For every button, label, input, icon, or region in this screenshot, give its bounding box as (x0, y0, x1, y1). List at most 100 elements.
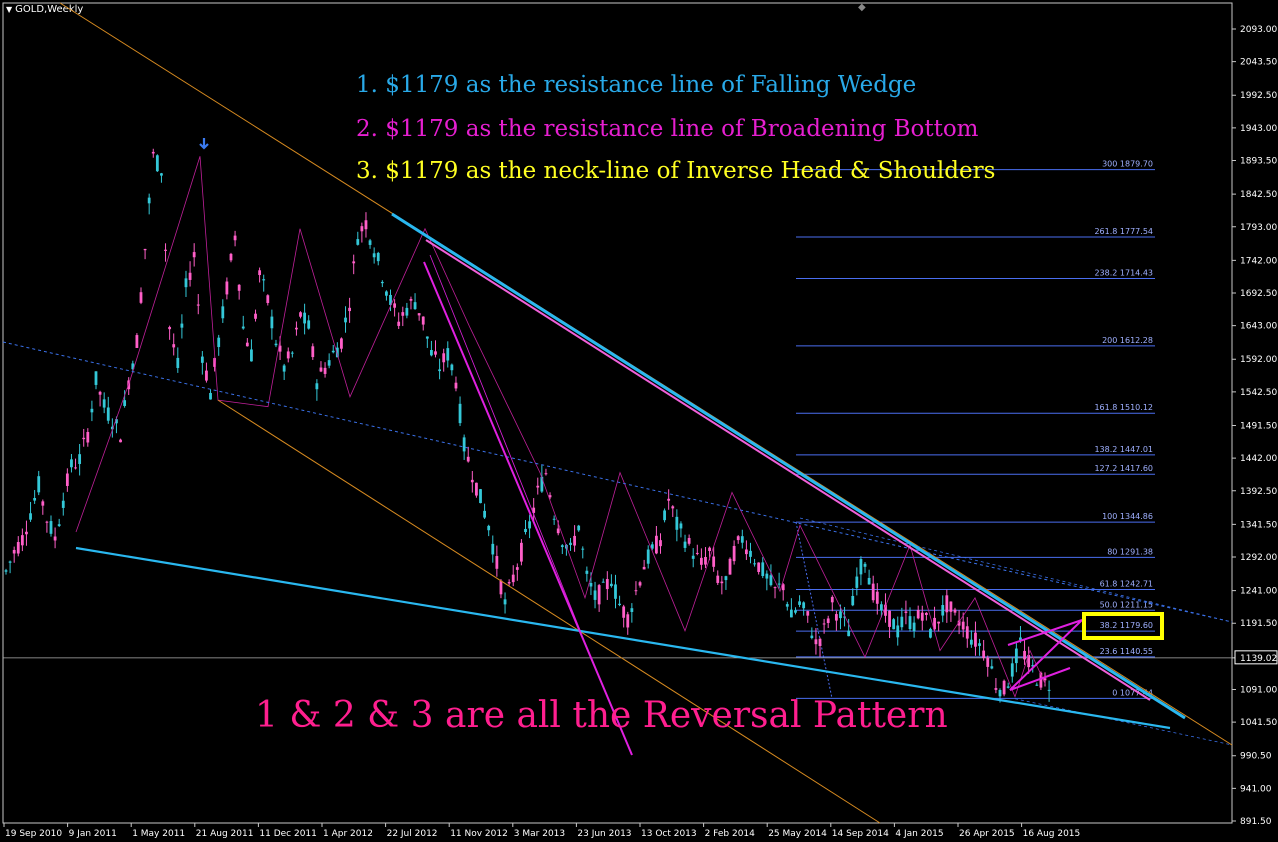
fib-level-label: 200 1612.28 (1102, 336, 1153, 345)
price-tick-label: 1742.00 (1240, 256, 1277, 266)
candle-body (663, 510, 666, 521)
candle-body (556, 528, 560, 534)
candle-body (749, 550, 752, 557)
candle-body (135, 335, 139, 348)
price-tick-label: 891.50 (1240, 817, 1272, 827)
broadening-resistance (425, 239, 1151, 701)
candle-body (139, 292, 143, 303)
candle-body (499, 580, 503, 595)
price-tick-label: 1292.00 (1240, 553, 1277, 563)
candle-body (884, 604, 887, 616)
candle-body (949, 601, 953, 612)
candle-body (834, 614, 838, 621)
candle-body (98, 391, 102, 395)
candle-body (924, 612, 928, 615)
fib-level-label: 300 1879.70 (1102, 160, 1153, 169)
fib-level-label: 0 1077.44 (1112, 688, 1153, 697)
candle-body (258, 270, 262, 276)
candle-body (839, 611, 842, 619)
annotation-falling-wedge: 1. $1179 as the resistance line of Falli… (356, 72, 917, 98)
candle-body (151, 151, 155, 154)
last-price-box (1234, 650, 1278, 665)
candle-body (4, 570, 8, 572)
symbol-text: GOLD,Weekly (15, 4, 84, 15)
candle-body (131, 363, 135, 370)
time-tick-label: 16 Aug 2015 (1023, 829, 1081, 839)
candle-body (761, 562, 765, 577)
falling-wedge-support (75, 546, 1171, 730)
candle-body (274, 343, 278, 346)
candle-body (425, 336, 429, 339)
price-tick-label: 1091.00 (1240, 685, 1277, 695)
annotation-broadening-bottom: 2. $1179 as the resistance line of Broad… (356, 116, 979, 142)
candle-body (859, 559, 863, 575)
candle-body (458, 403, 462, 424)
time-tick-label: 3 Mar 2013 (514, 829, 565, 839)
candle-body (147, 197, 151, 204)
fib-base-line (795, 522, 833, 699)
candle-body (295, 327, 298, 330)
candle-body (847, 630, 851, 637)
candle-body (340, 338, 343, 349)
candle-body (225, 281, 229, 295)
candle-body (397, 321, 401, 326)
candle-body (155, 155, 159, 172)
price-tick-label: 1491.50 (1240, 421, 1277, 431)
candle-body (20, 535, 24, 546)
candle-body (1043, 678, 1047, 681)
candle-body (70, 459, 73, 468)
broadening-bottom-lines (1007, 619, 1083, 691)
magenta-thin-trendline (429, 254, 581, 631)
candle-body (785, 604, 789, 607)
candle-body (675, 516, 679, 530)
candle-body (826, 618, 830, 623)
candle-body (654, 535, 658, 554)
candle-body (331, 350, 335, 353)
candle-body (593, 590, 597, 600)
window-close-diamond-icon[interactable]: ◆ (858, 2, 866, 13)
price-tick-label: 2093.00 (1240, 25, 1277, 35)
candle-body (409, 298, 413, 301)
candle-body (614, 584, 617, 599)
candle-body (671, 506, 675, 509)
time-tick-label: 1 Apr 2012 (323, 829, 373, 839)
price-tick-label: 1139.02 (1240, 654, 1277, 664)
candle-body (724, 576, 728, 581)
candle-body (765, 573, 769, 579)
candle-body (360, 226, 364, 232)
candle-body (94, 371, 98, 385)
candle-body (708, 547, 711, 552)
candle-body (867, 577, 871, 585)
candle-body (184, 278, 188, 288)
candle-body (1027, 654, 1031, 668)
candle-body (254, 313, 257, 319)
candle-body (974, 632, 977, 647)
candle-body (552, 518, 556, 520)
candle-body (270, 316, 274, 329)
candle-body (1019, 637, 1022, 640)
candle-body (221, 306, 225, 319)
dropdown-triangle-icon[interactable]: ▼ (6, 5, 13, 14)
candle-body (781, 584, 785, 591)
time-tick-label: 23 Jun 2013 (577, 829, 631, 839)
candle-body (520, 542, 523, 562)
price-tick-label: 941.00 (1240, 784, 1272, 794)
candle-body (299, 312, 302, 317)
candle-body (515, 567, 519, 570)
candle-body (687, 537, 691, 544)
candle-body (965, 626, 969, 639)
candle-body (470, 479, 474, 483)
candle-body (250, 349, 253, 362)
candle-body (622, 606, 626, 618)
candle-body (57, 524, 61, 526)
candle-body (164, 249, 167, 251)
candle-body (33, 497, 37, 501)
dashed-trend-line (2, 341, 1233, 623)
candle-body (53, 536, 57, 541)
candle-body (1002, 680, 1006, 695)
candle-body (311, 346, 315, 358)
price-tick-label: 2043.50 (1240, 58, 1277, 68)
candle-body (475, 482, 478, 496)
fib-level-label: 80 1291.38 (1107, 547, 1153, 556)
